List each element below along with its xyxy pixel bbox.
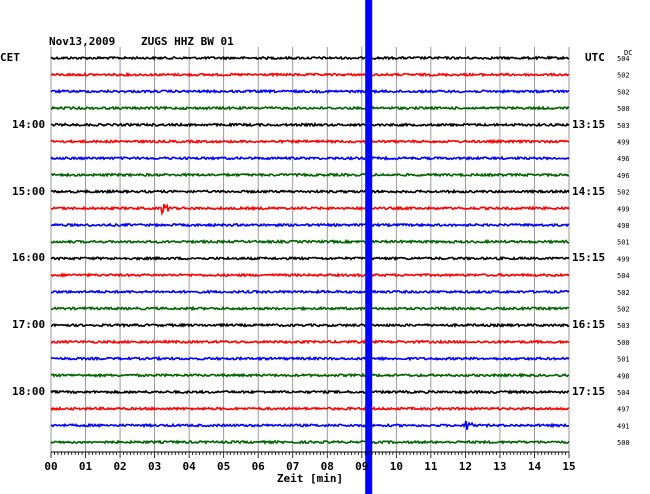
dc-offset-label: 498: [617, 372, 630, 380]
seismic-trace: [50, 288, 570, 295]
seismic-trace: [50, 222, 570, 228]
x-tick-label: 09: [355, 460, 368, 473]
dc-offset-label: 501: [617, 239, 630, 247]
seismic-trace: [50, 188, 570, 195]
utc-time-label: 15:15: [572, 251, 606, 265]
x-tick-label: 10: [390, 460, 403, 473]
seismic-trace: [50, 155, 570, 161]
x-tick-label: 00: [44, 460, 57, 473]
dc-offset-label: 502: [617, 72, 630, 80]
seismic-trace: [50, 439, 570, 445]
dc-offset-label: 497: [617, 406, 630, 414]
seismic-trace: [50, 355, 570, 362]
x-tick-label: 05: [217, 460, 230, 473]
left-timezone: CET: [0, 51, 20, 64]
x-tick-label: 12: [459, 460, 472, 473]
x-tick-label: 15: [562, 460, 575, 473]
seismic-trace: [50, 339, 570, 345]
x-axis-label: Zeit [min]: [277, 472, 343, 485]
dc-offset-label: 501: [617, 356, 630, 364]
dc-offset-label: 502: [617, 289, 630, 297]
dc-offset-label: 496: [617, 155, 630, 163]
seismic-trace: [50, 322, 570, 328]
dc-offset-label: 503: [617, 322, 630, 330]
utc-time-label: 16:15: [572, 318, 606, 332]
seismic-trace: [50, 305, 570, 312]
x-tick-label: 07: [286, 460, 299, 473]
station-code: ZUGS HHZ BW 01: [141, 35, 234, 48]
x-tick-label: 14: [528, 460, 542, 473]
seismic-trace: [50, 372, 570, 379]
dc-offset-label: 499: [617, 139, 630, 147]
cet-time-label: 15:00: [12, 184, 46, 198]
dc-header: DC: [624, 49, 633, 57]
dc-offset-label: 500: [617, 105, 630, 113]
seismic-trace: [50, 238, 570, 245]
dc-offset-label: 504: [617, 389, 630, 397]
cet-time-label: 14:00: [12, 117, 46, 131]
dc-offset-label: 502: [617, 306, 630, 314]
dc-offset-label: 500: [617, 439, 630, 447]
seismic-trace: [50, 389, 570, 395]
dc-offset-label: 496: [617, 172, 630, 180]
x-tick-label: 08: [321, 460, 334, 473]
utc-time-label: 13:15: [572, 117, 606, 131]
seismic-trace: [50, 55, 570, 61]
x-tick-label: 03: [148, 460, 161, 473]
seismic-trace: [50, 405, 570, 412]
x-tick-label: 02: [113, 460, 126, 473]
seismic-trace: [50, 88, 570, 95]
dc-offset-label: 491: [617, 422, 630, 430]
dc-offset-label: 504: [617, 272, 630, 280]
utc-time-label: 17:15: [572, 385, 606, 398]
cet-time-label: 18:00: [12, 385, 46, 398]
dc-offset-label: 502: [617, 88, 630, 96]
right-timezone: UTC: [585, 51, 605, 64]
recording-date: Nov13,2009: [49, 35, 116, 48]
dc-offset-label: 502: [617, 189, 630, 197]
dc-offset-label: 499: [617, 205, 630, 213]
x-tick-label: 11: [424, 460, 438, 473]
utc-time-label: 14:15: [572, 184, 606, 198]
x-tick-label: 13: [493, 460, 506, 473]
dc-offset-label: 500: [617, 339, 630, 347]
seismic-trace: [50, 122, 570, 128]
dc-offset-label: 499: [617, 255, 630, 263]
cet-time-label: 17:00: [12, 318, 46, 332]
seismic-trace: [50, 203, 570, 216]
seismic-trace: [50, 272, 570, 278]
dc-offset-label: 504: [617, 55, 630, 63]
x-tick-label: 06: [252, 460, 266, 473]
cet-time-label: 16:00: [12, 251, 46, 265]
seismic-trace: [50, 172, 570, 178]
dc-offset-label: 498: [617, 222, 630, 230]
x-tick-label: 01: [79, 460, 93, 473]
seismic-trace: [50, 138, 570, 145]
seismic-trace: [50, 255, 570, 262]
x-tick-label: 04: [183, 460, 197, 473]
dc-offset-label: 503: [617, 122, 630, 130]
event-marker-band: [365, 0, 373, 494]
seismic-trace: [50, 71, 570, 78]
seismic-trace: [50, 105, 570, 111]
seismic-trace: [50, 420, 570, 430]
